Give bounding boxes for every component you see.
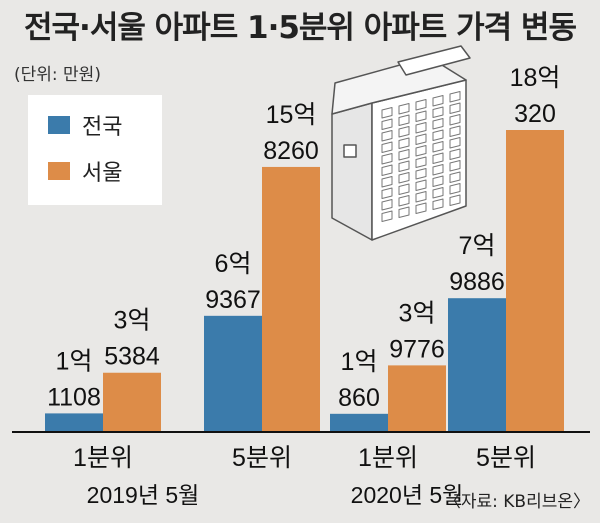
data-label-seoul-4-2: 320 [514,100,556,128]
data-label-national-3-1: 1억 [341,348,378,376]
data-label-national-1-2: 1108 [47,383,101,411]
bar-seoul-1 [103,372,161,432]
bar-national-3 [330,413,388,432]
legend-label-seoul: 서울 [82,161,123,186]
data-label-seoul-2-2: 8260 [263,137,319,165]
bar-national-2 [204,315,262,432]
data-label-national-1-1: 1억 [56,347,93,375]
data-label-national-2-1: 6억 [215,250,252,278]
data-label-national-2-2: 9367 [205,286,261,314]
bar-national-4 [448,298,506,432]
bar-national-1 [45,413,103,432]
data-label-seoul-1-1: 3억 [114,307,151,335]
chart-title: 전국·서울 아파트 1·5분위 아파트 가격 변동 [24,10,577,46]
data-label-national-4-1: 7억 [459,232,496,260]
x-tick-label-1: 1분위 [73,444,133,472]
legend-label-national: 전국 [82,115,123,140]
legend: 전국 서울 [28,95,162,205]
data-label-seoul-2-1: 15억 [266,101,317,129]
x-group-label-2: 2020년 5월 [351,482,464,508]
bar-seoul-4 [506,130,564,432]
apartment-building-icon [331,45,471,241]
data-label-seoul-4-1: 18억 [510,64,561,92]
legend-swatch-seoul [48,162,70,180]
x-tick-label-4: 5분위 [476,444,536,472]
data-label-national-3-2: 860 [338,384,380,412]
legend-item-seoul: 서울 [48,157,123,186]
x-group-label-1: 2019년 5월 [87,482,200,508]
bar-seoul-3 [388,365,446,432]
bar-seoul-2 [262,166,320,432]
source-note: 〈자료: KB리브온〉 [443,492,590,512]
legend-swatch-national [48,116,70,134]
data-label-seoul-3-2: 9776 [389,335,445,363]
unit-label: (단위: 만원) [14,65,101,85]
data-label-seoul-1-2: 5384 [104,343,160,371]
legend-item-national: 전국 [48,111,123,140]
x-tick-label-2: 5분위 [232,444,292,472]
x-tick-label-3: 1분위 [358,444,418,472]
data-label-seoul-3-1: 3억 [399,299,436,327]
data-label-national-4-2: 9886 [449,268,505,296]
